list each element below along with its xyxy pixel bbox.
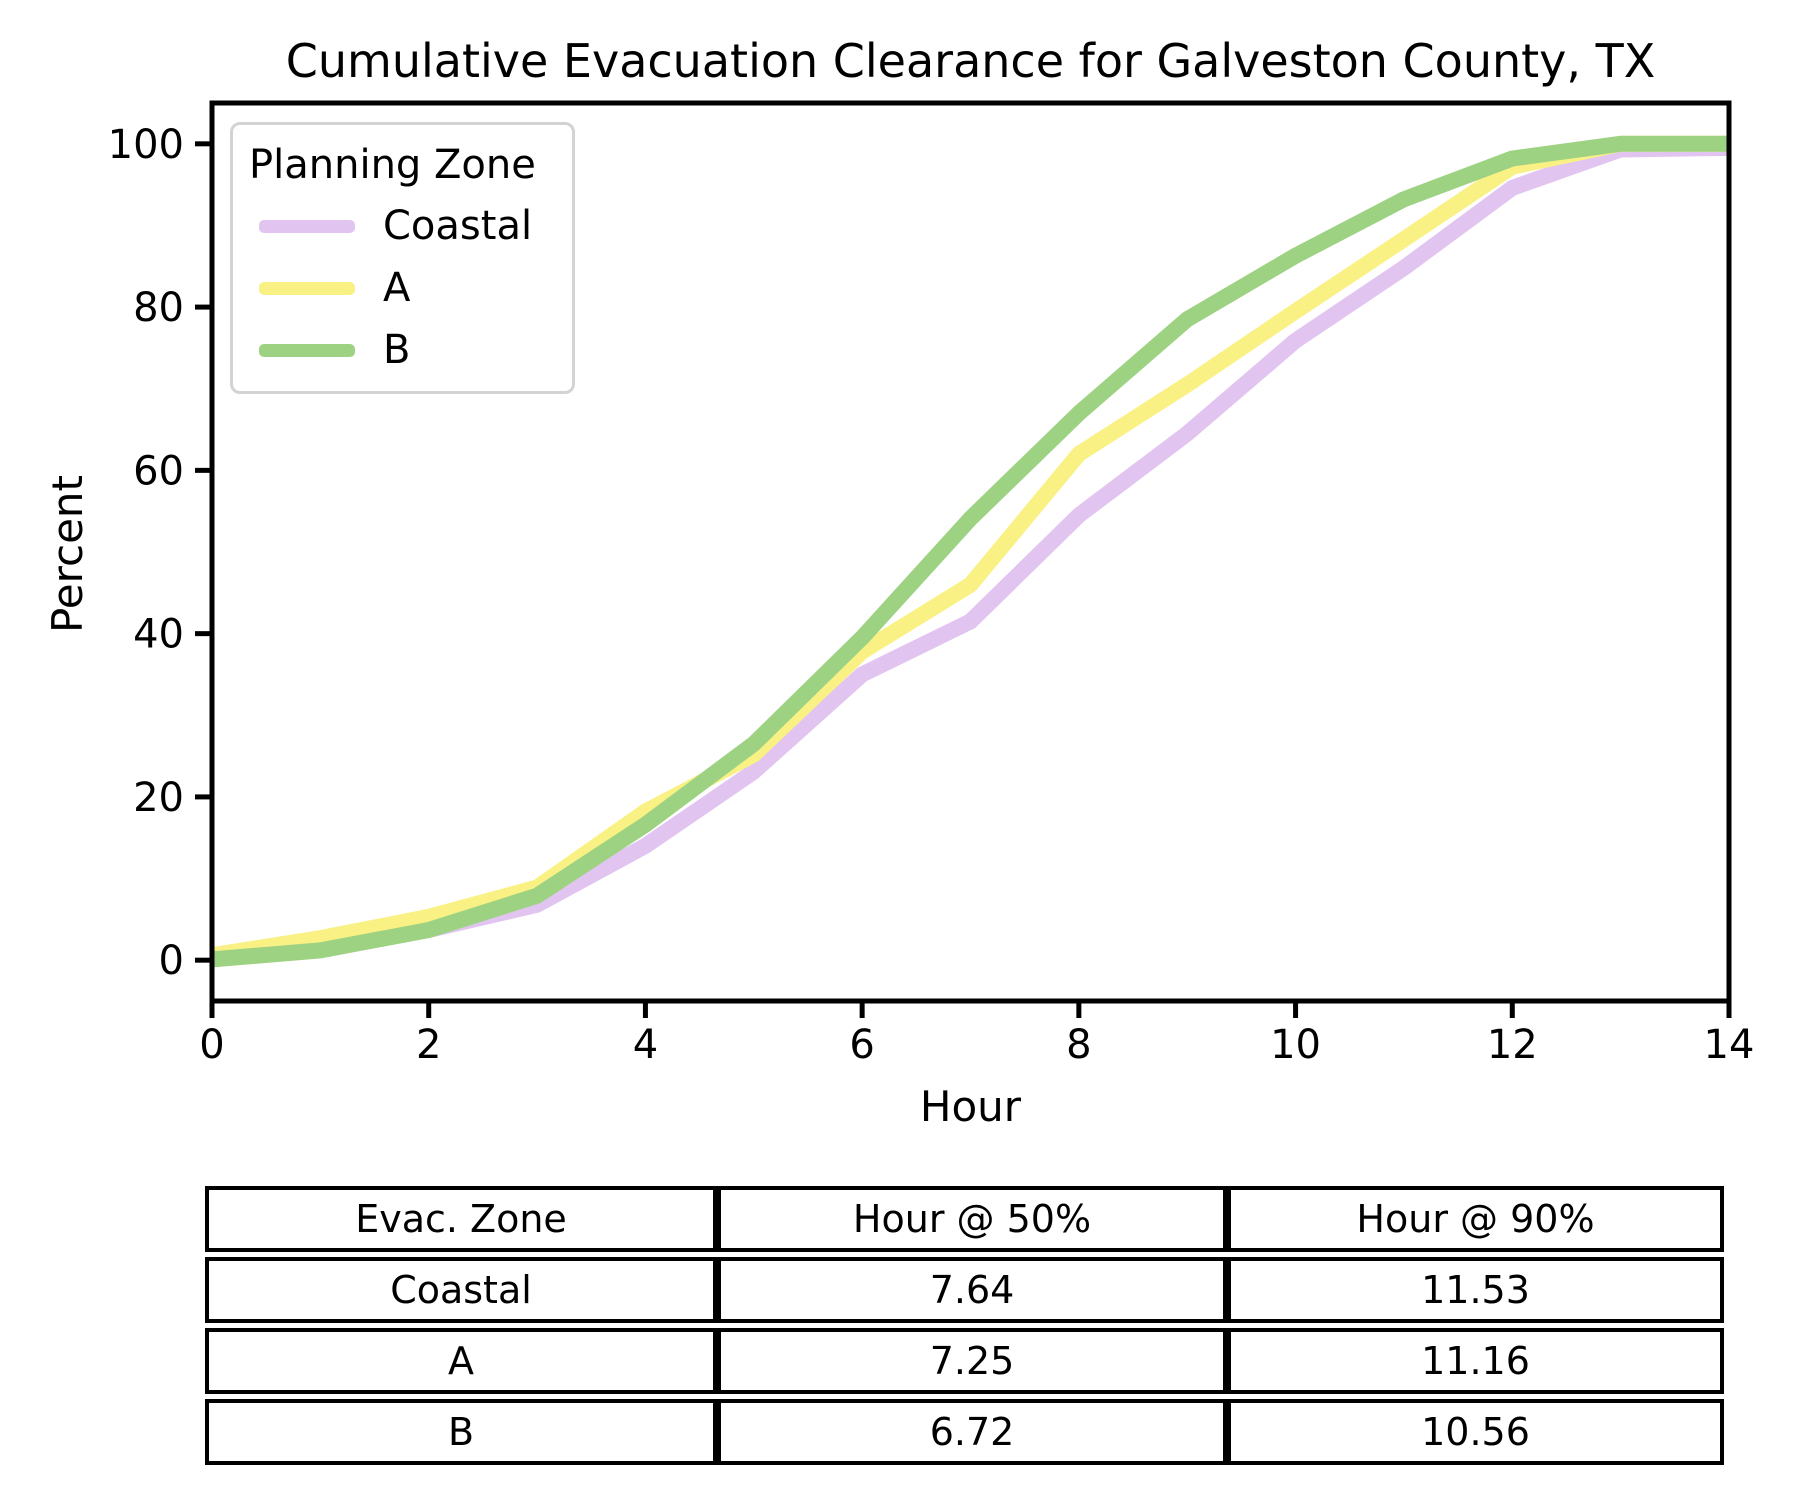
- chart-title: Cumulative Evacuation Clearance for Galv…: [285, 34, 1656, 88]
- table-cell-b-90: 10.56: [1227, 1399, 1724, 1465]
- y-tick-label: 40: [133, 612, 184, 658]
- clearance-summary-table: Evac. Zone Hour @ 50% Hour @ 90% Coastal…: [205, 1186, 1724, 1465]
- legend-title: Planning Zone: [249, 142, 536, 188]
- table-header-50pct: Hour @ 50%: [717, 1186, 1227, 1252]
- legend-label-b: B: [383, 327, 411, 373]
- table-cell-a-50: 7.25: [717, 1328, 1227, 1394]
- series-line-b: [211, 135, 1729, 968]
- legend-entry-a: A: [249, 257, 562, 319]
- table-cell-coastal-zone: Coastal: [205, 1257, 717, 1323]
- legend-entry-b: B: [249, 319, 562, 381]
- y-axis-label: Percent: [43, 474, 92, 634]
- legend-label-a: A: [383, 265, 411, 311]
- legend-entry-coastal: Coastal: [249, 195, 562, 257]
- x-tick-label: 14: [1704, 1022, 1755, 1068]
- table-header-90pct: Hour @ 90%: [1227, 1186, 1724, 1252]
- series-line-a: [210, 135, 1729, 964]
- plot-area: 0 2 4 6 8 10 12 14 0 20 40 60 80 100: [108, 100, 1755, 1068]
- y-tick-label: 60: [133, 448, 184, 494]
- table-cell-b-zone: B: [205, 1399, 717, 1465]
- y-tick-label: 80: [133, 285, 184, 331]
- zone-a-line-swatch: [259, 281, 355, 295]
- x-axis-label: Hour: [919, 1082, 1022, 1131]
- x-tick-label: 10: [1270, 1022, 1321, 1068]
- x-tick-label: 2: [416, 1022, 441, 1068]
- table-cell-a-90: 11.16: [1227, 1328, 1724, 1394]
- table-cell-coastal-90: 11.53: [1227, 1257, 1724, 1323]
- x-tick-label: 0: [199, 1022, 224, 1068]
- y-tick-label: 100: [108, 122, 184, 168]
- table-header-zone: Evac. Zone: [205, 1186, 717, 1252]
- x-tick-label: 8: [1066, 1022, 1091, 1068]
- y-tick-label: 20: [133, 775, 184, 821]
- x-tick-label: 4: [633, 1022, 658, 1068]
- zone-b-line-swatch: [259, 343, 355, 357]
- legend-label-coastal: Coastal: [383, 203, 533, 249]
- legend: Planning Zone Coastal A B: [230, 122, 575, 394]
- plot-border: [209, 100, 1732, 1004]
- table-cell-a-zone: A: [205, 1328, 717, 1394]
- table-cell-coastal-50: 7.64: [717, 1257, 1227, 1323]
- table-cell-b-50: 6.72: [717, 1399, 1227, 1465]
- x-tick-label: 12: [1487, 1022, 1538, 1068]
- y-tick-label: 0: [159, 938, 184, 984]
- x-tick-label: 6: [849, 1022, 874, 1068]
- coastal-line-swatch: [259, 219, 355, 233]
